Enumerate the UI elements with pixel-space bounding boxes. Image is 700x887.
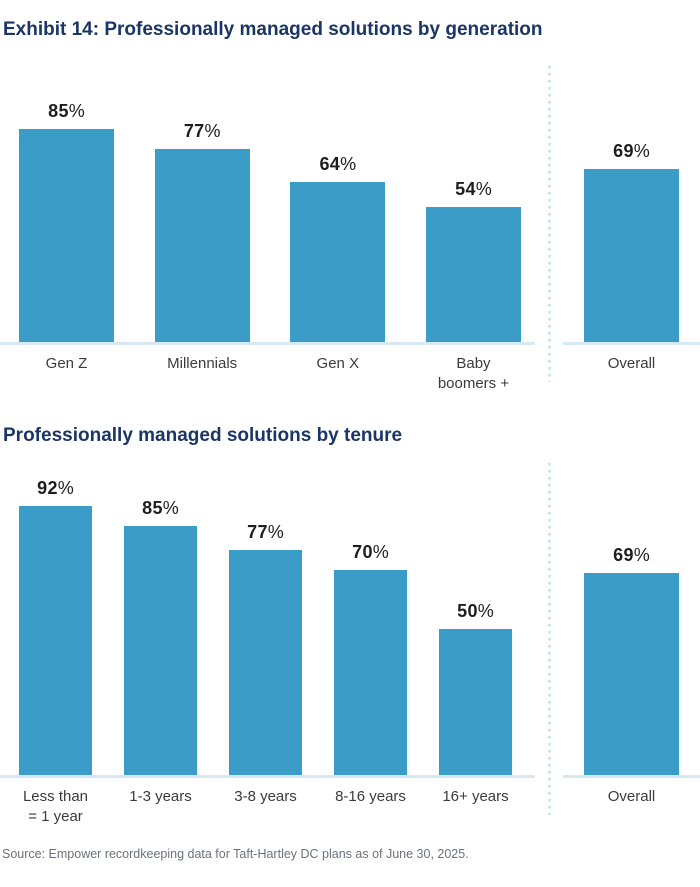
bar-category-label: Baby boomers + <box>437 354 510 392</box>
bar-column: 77% 3-8 years <box>229 475 302 833</box>
bar <box>584 573 679 775</box>
bar-category-label: 3-8 years <box>234 787 297 805</box>
bar <box>19 129 114 342</box>
bar-value-label: 77% <box>247 521 284 542</box>
bar-value-label: 70% <box>352 542 389 563</box>
bar-value-label: 69% <box>613 141 650 162</box>
bar-column: 70% 8-16 years <box>334 475 407 833</box>
axis-baseline <box>563 774 700 778</box>
bar-column: 69% Overall <box>584 89 679 378</box>
bar-value-label: 54% <box>455 178 492 199</box>
bar-column: 64% Gen X <box>290 89 386 378</box>
bar <box>584 169 679 342</box>
chart2-title: Professionally managed solutions by tenu… <box>3 424 403 446</box>
bar <box>439 628 512 775</box>
source-note: Source: Empower recordkeeping data for T… <box>2 846 469 861</box>
bar <box>229 549 302 775</box>
axis-baseline <box>0 774 535 778</box>
generation-chart: 85% Gen Z 77% Millennials 64% Gen X 54% Baby bo… <box>0 65 700 392</box>
generation-overall-group: 69% Overall <box>563 89 700 378</box>
bar-category-label: Millennials <box>167 354 238 372</box>
bar-column: 54% Baby boomers + <box>425 89 521 392</box>
bar-category-label: Gen Z <box>45 354 88 372</box>
bar <box>334 570 407 775</box>
bar-category-label: Less than = 1 year <box>22 787 89 825</box>
bar <box>124 526 197 775</box>
tenure-chart: 92% Less than = 1 year 85% 1-3 years 77% 3-8 … <box>0 462 700 833</box>
bar-category-label: Overall <box>607 354 656 372</box>
bar <box>290 181 386 342</box>
tenure-bar-group: 92% Less than = 1 year 85% 1-3 years 77% 3-8 … <box>0 475 535 833</box>
bar-value-label: 69% <box>613 545 650 566</box>
bar-category-label: Gen X <box>316 354 360 372</box>
dotted-separator <box>548 65 551 382</box>
dotted-separator <box>548 462 551 815</box>
bar <box>154 149 250 342</box>
generation-bar-group: 85% Gen Z 77% Millennials 64% Gen X 54% Baby bo… <box>0 89 535 392</box>
bar-value-label: 85% <box>48 101 85 122</box>
bar-category-label: 1-3 years <box>129 787 192 805</box>
bar-value-label: 64% <box>319 153 357 174</box>
axis-baseline <box>0 341 535 345</box>
chart1-title: Exhibit 14: Professionally managed solut… <box>3 19 543 40</box>
bar-category-label: Overall <box>607 787 656 805</box>
bar-column: 69% Overall <box>584 475 679 833</box>
bar-value-label: 92% <box>37 477 74 498</box>
bar-value-label: 77% <box>183 121 221 142</box>
bar <box>19 505 92 775</box>
axis-baseline <box>563 341 700 345</box>
bar-value-label: 50% <box>457 600 494 621</box>
bar <box>425 206 521 342</box>
bar-value-label: 85% <box>142 498 179 519</box>
bar-column: 50% 16+ years <box>439 475 512 833</box>
bar-column: 85% Gen Z <box>19 89 114 378</box>
bar-column: 77% Millennials <box>154 89 250 378</box>
bar-column: 92% Less than = 1 year <box>19 475 92 833</box>
bar-category-label: 16+ years <box>442 787 509 805</box>
bar-column: 85% 1-3 years <box>124 475 197 833</box>
tenure-overall-group: 69% Overall <box>563 475 700 833</box>
bar-category-label: 8-16 years <box>335 787 406 805</box>
